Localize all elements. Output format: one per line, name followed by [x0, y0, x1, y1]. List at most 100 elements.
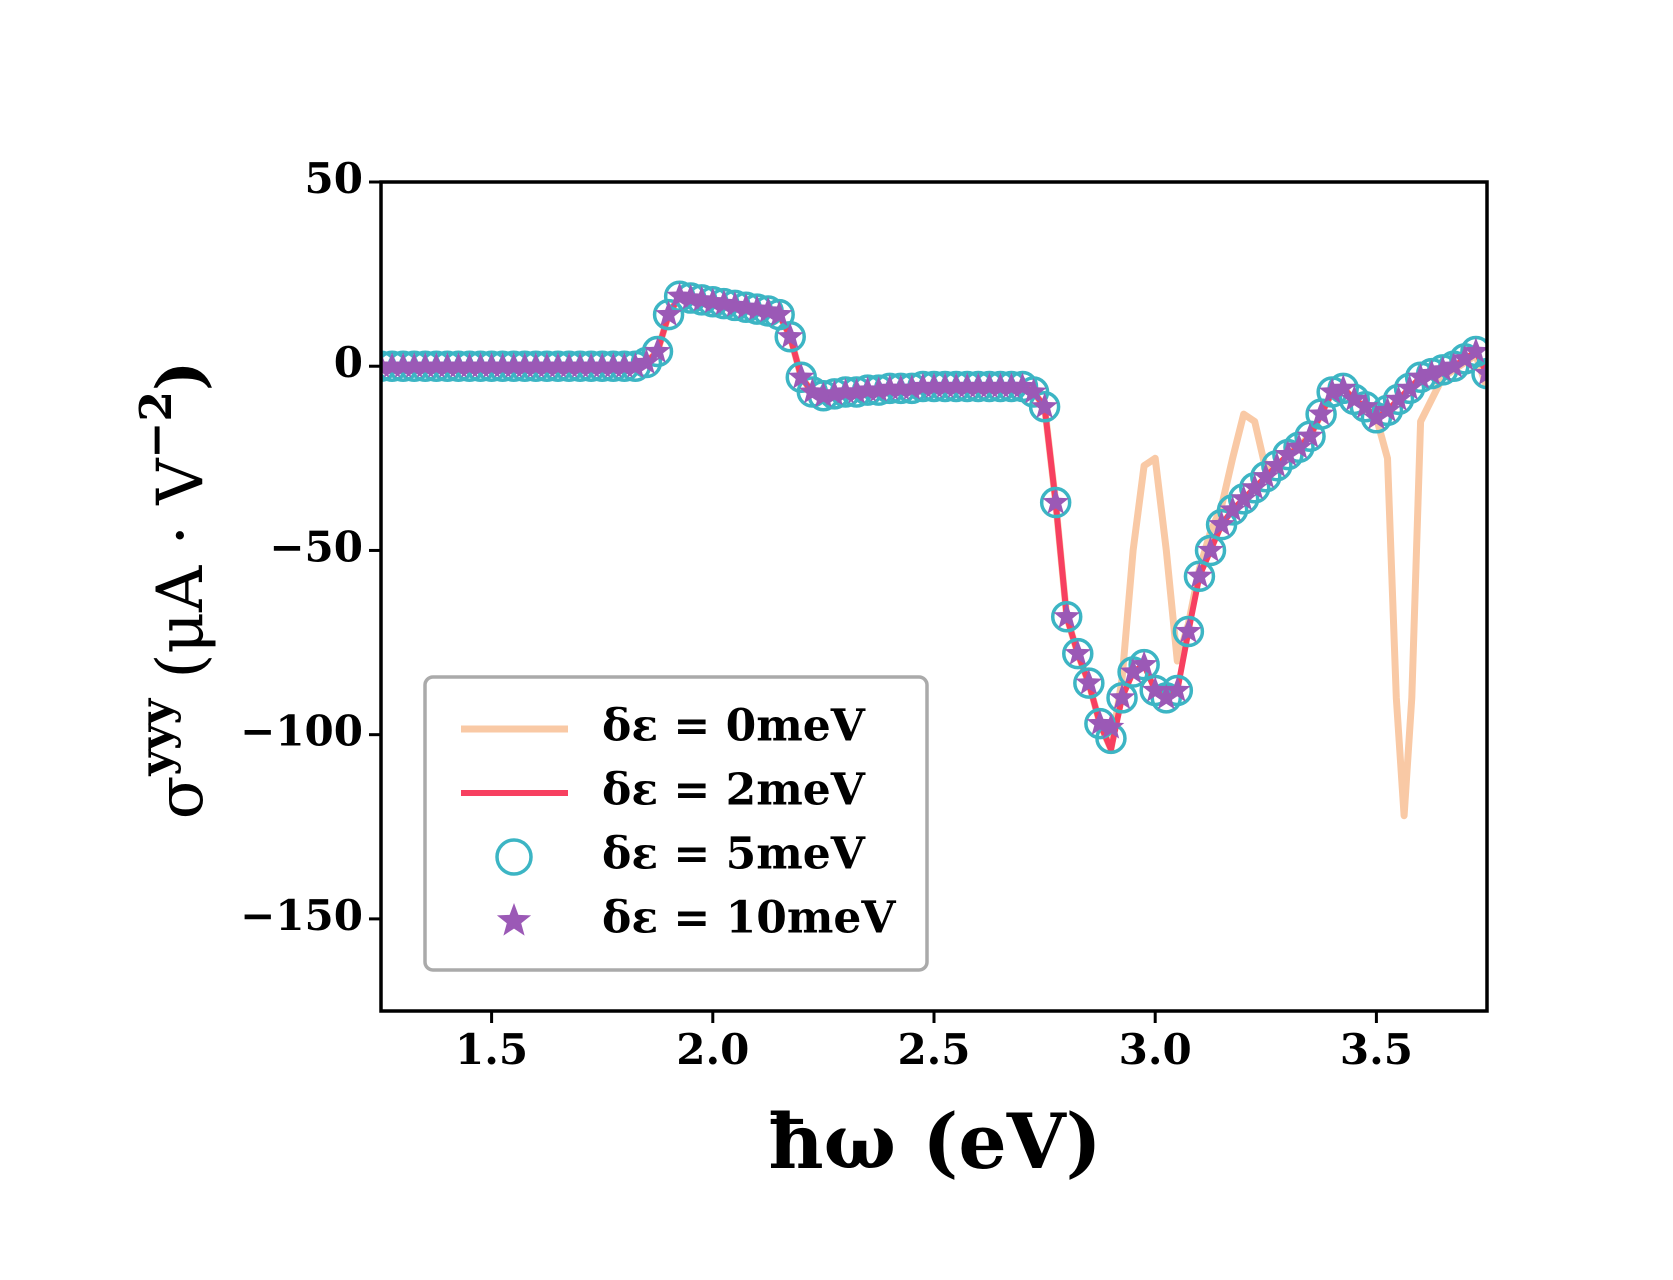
star-marker	[1230, 484, 1257, 511]
x-tick-label: 3.5	[1340, 1025, 1413, 1074]
plot-area	[381, 280, 1487, 820]
star-marker	[1473, 359, 1487, 385]
star-marker	[909, 372, 937, 398]
star-marker	[1186, 562, 1213, 588]
star-marker	[832, 378, 859, 404]
star-marker	[964, 372, 992, 398]
circle-marker	[1106, 682, 1138, 714]
star-marker	[987, 372, 1014, 398]
star-marker	[1341, 385, 1368, 411]
star-marker	[1440, 352, 1468, 378]
x-tick-label: 1.5	[455, 1025, 528, 1074]
star-marker	[1252, 462, 1280, 489]
circle-marker	[1128, 648, 1160, 681]
star-marker	[854, 376, 881, 402]
star-marker	[1053, 602, 1080, 629]
circle-marker	[1161, 674, 1194, 707]
star-marker	[931, 372, 959, 398]
star-marker	[754, 297, 782, 323]
star-marker	[1097, 713, 1125, 739]
x-tick-label: 3.0	[1119, 1025, 1192, 1074]
x-axis-label: ħω (eV)	[768, 1097, 1101, 1186]
star-marker	[898, 374, 926, 400]
star-marker	[1141, 676, 1169, 702]
star-marker	[920, 372, 948, 398]
star-marker	[644, 337, 671, 363]
circle-marker	[1028, 391, 1061, 423]
y-tick-label: −150	[240, 891, 363, 940]
star-marker	[1263, 451, 1291, 477]
star-marker	[423, 352, 450, 378]
star-marker	[456, 352, 483, 378]
star-marker	[1086, 709, 1114, 735]
star-marker	[599, 352, 627, 378]
circle-marker	[1039, 486, 1072, 519]
star-marker	[655, 300, 682, 326]
y-tick-label: 50	[305, 154, 363, 203]
legend-label: δε = 5meV	[602, 829, 866, 880]
star-marker	[1429, 355, 1457, 382]
star-marker	[511, 352, 539, 378]
star-marker	[1130, 650, 1158, 676]
star-marker	[445, 352, 472, 378]
circle-marker	[1183, 560, 1216, 592]
y-tick-label: 0	[334, 338, 363, 387]
star-marker	[887, 374, 915, 400]
legend-frame	[423, 675, 929, 972]
x-tick-label: 2.0	[676, 1025, 749, 1074]
star-marker	[1108, 683, 1136, 710]
star-marker	[381, 352, 406, 378]
star-marker	[400, 352, 428, 378]
star-marker	[1064, 639, 1092, 665]
star-marker	[1329, 374, 1357, 400]
star-marker	[776, 322, 804, 349]
star-marker	[788, 363, 815, 389]
star-marker	[953, 372, 981, 398]
star-marker	[522, 352, 550, 378]
circle-marker	[774, 320, 806, 353]
y-axis-label-part: σ	[144, 776, 218, 820]
star-marker	[633, 348, 660, 374]
circle-marker	[652, 298, 685, 331]
circle-marker	[1062, 637, 1094, 670]
star-marker	[1352, 392, 1379, 419]
star-marker	[942, 372, 970, 398]
legend-swatch	[495, 838, 533, 876]
star-marker	[876, 374, 904, 400]
star-marker	[1164, 676, 1191, 702]
y-axis-label-part: −2	[131, 391, 182, 458]
star-marker	[1219, 495, 1246, 522]
circle-marker	[1471, 357, 1487, 390]
star-marker	[1296, 422, 1324, 448]
star-marker	[1363, 403, 1390, 430]
star-marker	[389, 352, 417, 378]
x-tick-label: 2.5	[897, 1025, 970, 1074]
y-axis-label: σyyy (μA · V−2)	[131, 361, 218, 820]
star-marker	[810, 381, 837, 407]
star-marker	[1175, 617, 1202, 643]
legend-swatch	[496, 903, 532, 936]
star-marker	[1374, 396, 1401, 422]
star-marker	[1197, 536, 1224, 562]
legend-label: δε = 2meV	[602, 765, 866, 816]
star-marker	[821, 379, 848, 406]
star-marker	[467, 352, 494, 378]
star-marker	[566, 352, 594, 378]
circle-marker	[1073, 667, 1105, 699]
star-marker	[799, 378, 826, 404]
legend-label: δε = 10meV	[602, 893, 896, 944]
star-marker	[1042, 488, 1069, 514]
star-marker	[1274, 440, 1302, 466]
star-marker	[1318, 378, 1346, 404]
legend-label: δε = 0meV	[602, 701, 866, 752]
star-marker	[489, 352, 516, 378]
star-marker	[865, 376, 892, 402]
star-marker	[1119, 658, 1147, 684]
star-marker	[555, 352, 583, 378]
star-marker	[1385, 385, 1412, 411]
star-marker	[1462, 337, 1487, 363]
star-marker	[1396, 374, 1423, 400]
legend: δε = 0meV δε = 2meV δε = 5meV δε = 10meV	[423, 675, 929, 972]
